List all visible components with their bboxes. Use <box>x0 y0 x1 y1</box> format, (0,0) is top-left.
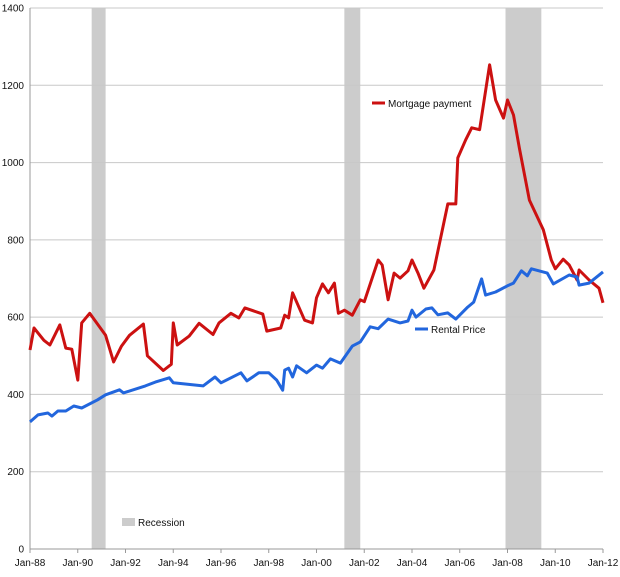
x-tick-label: Jan-90 <box>62 558 93 569</box>
legend-label-rental: Rental Price <box>431 325 486 336</box>
x-axis: Jan-88 Jan-90 Jan-92 Jan-94 Jan-96 Jan-98 Jan-… <box>15 548 619 569</box>
legend-rental: Rental Price <box>415 325 486 336</box>
mortgage-payment-line <box>28 63 605 382</box>
legend-swatch-recession <box>122 518 135 526</box>
recession-bands <box>91 8 542 549</box>
y-tick-label: 400 <box>7 390 24 401</box>
legend-label-recession: Recession <box>138 518 185 529</box>
x-tick-label: Jan-94 <box>158 558 189 569</box>
legend-mortgage: Mortgage payment <box>372 99 472 110</box>
x-tick-label: Jan-00 <box>301 558 332 569</box>
x-tick-label: Jan-12 <box>588 558 619 569</box>
gridlines <box>30 7 603 473</box>
y-tick-label: 1200 <box>2 81 25 92</box>
x-tick-label: Jan-88 <box>15 558 46 569</box>
y-tick-label: 0 <box>18 545 24 556</box>
x-tick-label: Jan-02 <box>349 558 380 569</box>
recession-band <box>344 8 361 549</box>
x-tick-label: Jan-96 <box>206 558 237 569</box>
y-tick-label: 1000 <box>2 158 25 169</box>
x-tick-label: Jan-04 <box>397 558 428 569</box>
recession-band <box>91 8 106 549</box>
y-tick-label: 200 <box>7 467 24 478</box>
x-tick-label: Jan-06 <box>444 558 475 569</box>
x-tick-label: Jan-92 <box>110 558 141 569</box>
recession-band <box>505 8 542 549</box>
y-tick-label: 1400 <box>2 4 25 15</box>
legend-label-mortgage: Mortgage payment <box>388 99 472 110</box>
y-tick-label: 800 <box>7 235 24 246</box>
y-axis: 0 200 400 600 800 1000 1200 1400 <box>2 4 31 556</box>
y-tick-label: 600 <box>7 313 24 324</box>
series-lines <box>28 63 605 424</box>
rental-price-line <box>29 267 604 424</box>
legend-recession: Recession <box>122 518 185 529</box>
x-tick-label: Jan-98 <box>253 558 284 569</box>
x-tick-label: Jan-08 <box>492 558 523 569</box>
x-tick-label: Jan-10 <box>540 558 571 569</box>
